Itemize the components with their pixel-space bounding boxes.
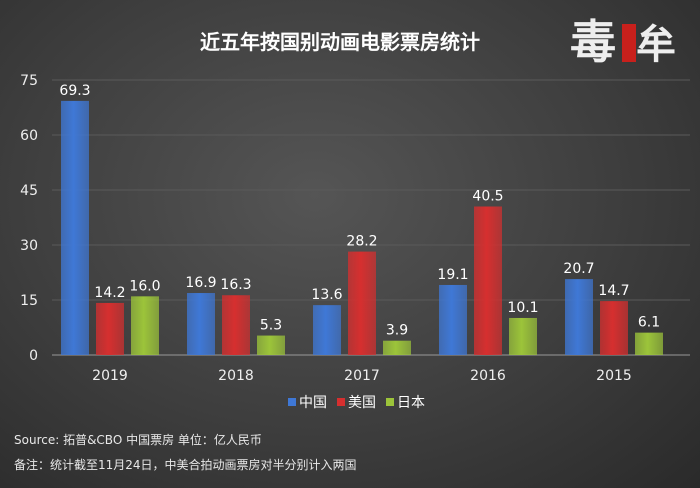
data-label: 14.2 [94,285,125,301]
svg-text:毒: 毒 [570,15,616,68]
data-label: 5.3 [260,318,282,334]
data-label: 19.1 [437,267,468,283]
data-label: 3.9 [386,323,408,339]
bar-美国 [474,206,502,355]
bar-美国 [600,301,628,355]
legend-label: 美国 [348,395,376,411]
data-label: 6.1 [638,315,660,331]
source-note: Source: 拓普&CBO 中国票房 单位：亿人民币 [14,433,262,447]
logo: 毒 牟 [570,15,676,68]
legend-item: 美国 [337,392,376,412]
bar-中国 [61,100,89,356]
y-tick-label: 45 [20,183,38,199]
bar-美国 [348,251,376,355]
bar-中国 [565,279,593,355]
x-tick-label: 2017 [344,368,380,384]
remark-note: 备注：统计截至11月24日，中美合拍动画票房对半分别计入两国 [14,458,357,472]
legend-swatch [337,398,345,406]
chart-title: 近五年按国别动画电影票房统计 [200,30,480,54]
x-tick-label: 2015 [596,368,632,384]
legend-item: 中国 [288,392,327,412]
data-label: 16.0 [129,278,160,294]
legend-swatch [288,398,296,406]
legend-swatch [386,398,394,406]
y-tick-label: 30 [20,238,38,254]
bar-日本 [383,340,411,355]
data-label: 16.3 [220,277,251,293]
x-tick-label: 2016 [470,368,506,384]
y-tick-label: 0 [29,348,38,364]
legend-label: 中国 [299,395,327,411]
svg-text:牟: 牟 [636,22,676,68]
legend: 中国 美国 日本 [288,392,425,412]
data-label: 40.5 [472,189,503,205]
data-label: 16.9 [185,275,216,291]
bar-美国 [222,295,250,355]
bar-中国 [439,284,467,355]
y-tick-label: 60 [20,128,38,144]
legend-label: 日本 [397,395,425,411]
data-label: 10.1 [507,300,538,316]
bar-日本 [635,332,663,355]
bar-美国 [96,302,124,355]
bar-日本 [257,335,285,355]
bar-日本 [131,296,159,355]
data-label: 13.6 [311,287,342,303]
data-label: 28.2 [346,234,377,250]
legend-item: 日本 [386,392,425,412]
y-tick-label: 15 [20,293,38,309]
x-tick-label: 2019 [92,368,128,384]
bar-中国 [187,293,215,355]
bar-中国 [313,305,341,355]
data-label: 20.7 [563,261,594,277]
y-tick-label: 75 [20,73,38,89]
data-label: 69.3 [59,83,90,99]
bar-日本 [509,317,537,355]
data-label: 14.7 [598,283,629,299]
bar-chart: 0 15 30 45 60 75 2019 69.3 14.2 16.0 2018 16.9 16.3 5… [20,73,690,384]
x-tick-label: 2018 [218,368,254,384]
